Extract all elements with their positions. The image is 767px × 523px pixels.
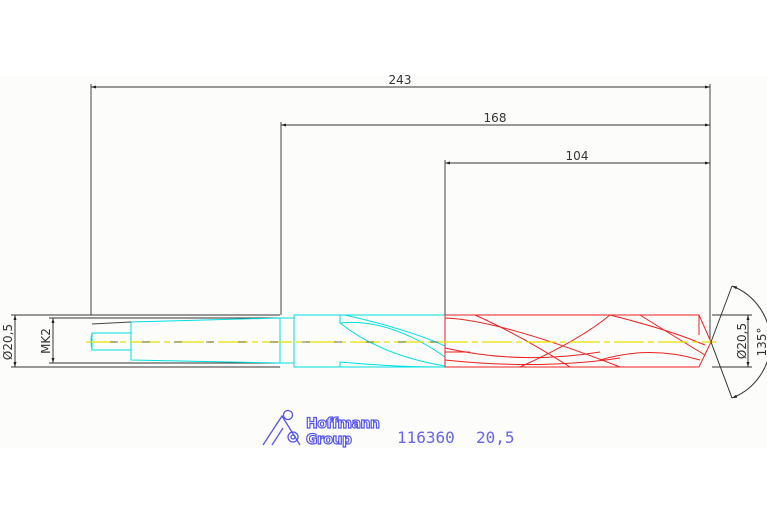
dim-243: 243 [389,73,412,87]
left-diameter-dimension [11,314,280,368]
dimension-lines [91,85,710,165]
logo-line2: Group [306,432,352,448]
point-angle-label: 135° [755,328,767,357]
dim-104: 104 [566,149,589,163]
logo-mark-icon [262,409,301,446]
shank [90,314,446,368]
fluted-body [444,314,712,368]
dim-168: 168 [484,111,507,125]
right-diameter-label: Ø20,5 [735,323,749,359]
left-diameter-label: Ø20,5 [1,324,15,360]
drawing-background [0,76,767,448]
article-number: 116360 [397,428,455,447]
hoffmann-group-logo: Hoffmann Group [262,409,381,449]
logo-line1: Hoffmann [306,416,380,432]
drill-size: 20,5 [476,428,515,447]
extension-lines [90,84,711,340]
taper-label: MK2 [39,328,53,354]
tang-edge [91,321,132,325]
point-angle-dimension [710,285,767,399]
